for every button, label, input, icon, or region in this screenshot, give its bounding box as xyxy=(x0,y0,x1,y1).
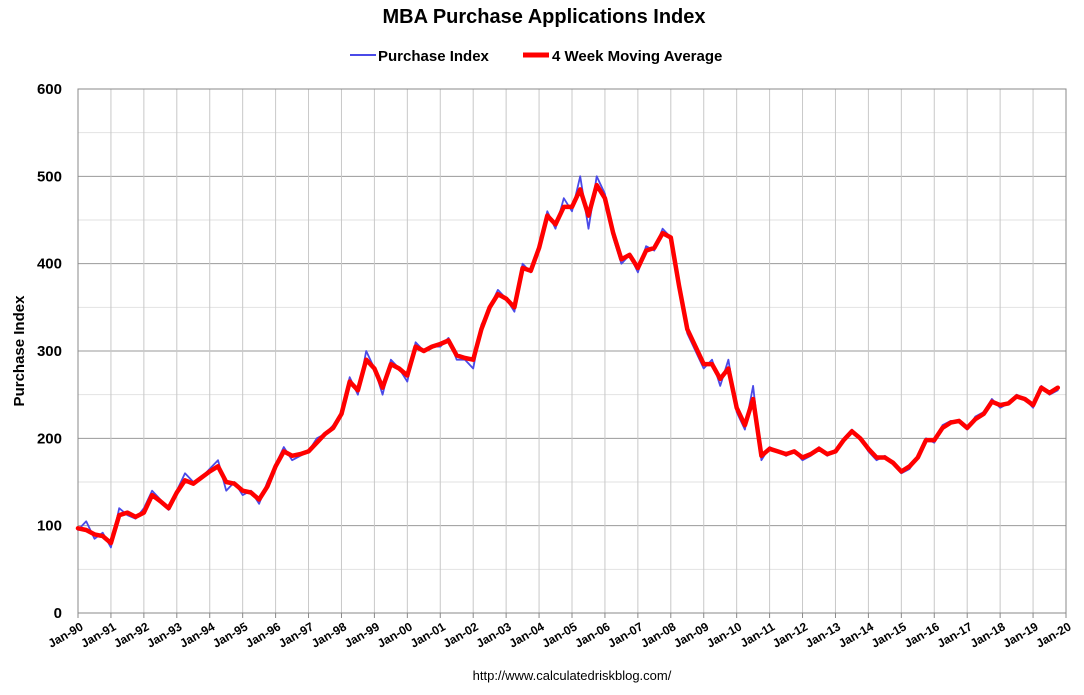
legend-moving-average-label: 4 Week Moving Average xyxy=(552,48,722,65)
x-tick-label: Jan-95 xyxy=(210,619,250,650)
x-tick-label: Jan-94 xyxy=(177,619,217,650)
y-tick-label: 200 xyxy=(37,430,62,447)
x-tick-label: Jan-00 xyxy=(375,619,415,650)
grid xyxy=(77,88,1067,614)
series-purchase-index-line xyxy=(77,175,1059,549)
y-tick-label: 100 xyxy=(37,518,62,535)
x-tick-label: Jan-14 xyxy=(836,619,876,650)
x-tick-label: Jan-99 xyxy=(342,619,382,650)
x-tick-label: Jan-08 xyxy=(638,619,678,650)
x-tick-label: Jan-10 xyxy=(704,619,744,650)
y-axis-ticks: 0 100 200 300 400 500 600 xyxy=(37,81,62,622)
x-tick-label: Jan-19 xyxy=(1001,619,1041,650)
x-tick-label: Jan-11 xyxy=(738,619,778,650)
x-tick-label: Jan-09 xyxy=(671,619,711,650)
legend: Purchase Index 4 Week Moving Average xyxy=(350,48,722,65)
series-moving-average-line xyxy=(75,182,1061,546)
y-tick-label: 400 xyxy=(37,256,62,273)
x-tick-label: Jan-93 xyxy=(144,619,184,650)
x-tick-label: Jan-05 xyxy=(540,619,580,650)
legend-purchase-index-label: Purchase Index xyxy=(378,48,490,65)
x-tick-label: Jan-97 xyxy=(276,619,316,650)
x-tick-label: Jan-02 xyxy=(441,619,481,650)
x-tick-label: Jan-03 xyxy=(474,619,514,650)
chart-title: MBA Purchase Applications Index xyxy=(382,6,705,28)
x-tick-label: Jan-17 xyxy=(935,619,975,650)
x-tick-label: Jan-04 xyxy=(507,619,547,650)
x-tick-label: Jan-96 xyxy=(243,619,283,650)
x-tick-label: Jan-01 xyxy=(408,619,448,650)
x-tick-label: Jan-91 xyxy=(78,619,118,650)
y-tick-label: 500 xyxy=(37,168,62,185)
x-tick-label: Jan-16 xyxy=(902,619,942,650)
x-tick-label: Jan-20 xyxy=(1034,619,1074,650)
x-tick-label: Jan-90 xyxy=(46,619,86,650)
y-tick-label: 0 xyxy=(54,605,62,622)
x-tick-label: Jan-12 xyxy=(770,619,810,650)
y-axis-label: Purchase Index xyxy=(11,295,28,407)
x-tick-label: Jan-18 xyxy=(968,619,1008,650)
x-tick-label: Jan-15 xyxy=(869,619,909,650)
x-tick-label: Jan-06 xyxy=(572,619,612,650)
source-url: http://www.calculatedriskblog.com/ xyxy=(473,668,672,683)
x-axis-ticks: Jan-90Jan-91Jan-92Jan-93Jan-94Jan-95Jan-… xyxy=(46,613,1074,651)
plot-area xyxy=(77,88,1067,614)
y-tick-label: 300 xyxy=(37,343,62,360)
y-tick-label: 600 xyxy=(37,81,62,98)
x-tick-label: Jan-13 xyxy=(803,619,843,650)
x-tick-label: Jan-92 xyxy=(111,619,151,650)
series-layer xyxy=(75,175,1061,549)
x-tick-label: Jan-98 xyxy=(309,619,349,650)
x-tick-label: Jan-07 xyxy=(605,619,645,650)
